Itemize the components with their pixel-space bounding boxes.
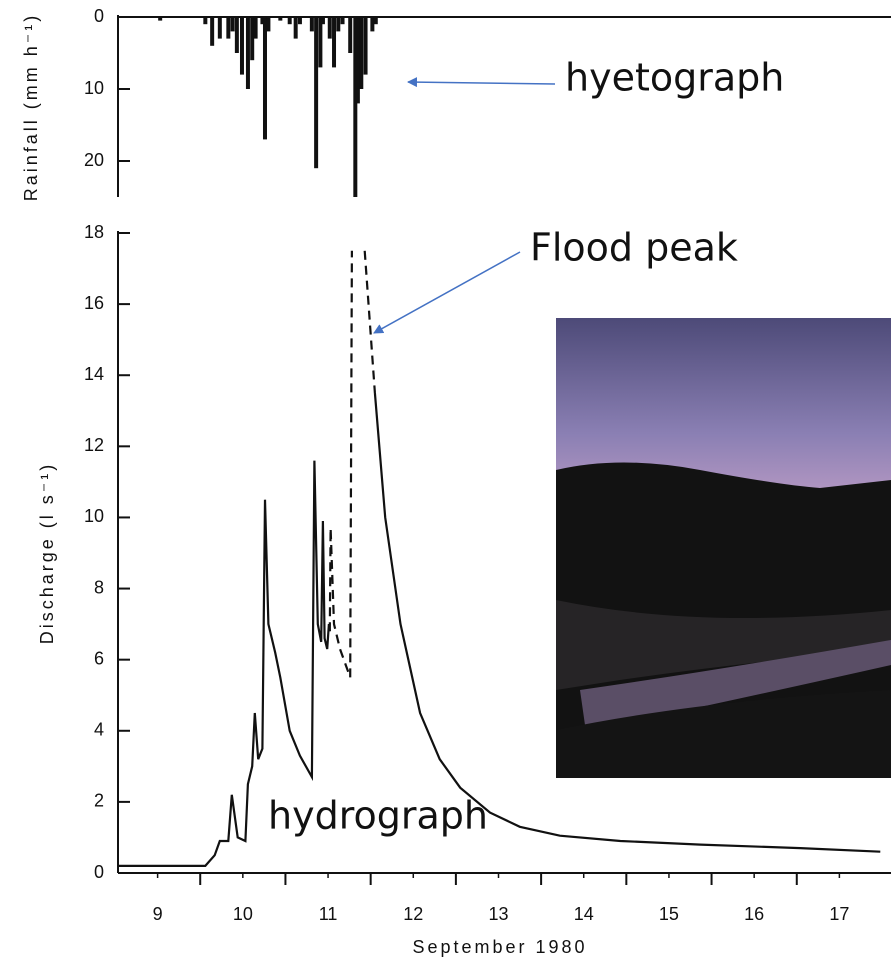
discharge-line bbox=[373, 392, 881, 853]
rain-bar bbox=[297, 17, 302, 25]
y-tick-label: 18 bbox=[84, 222, 104, 242]
x-tick-label: 16 bbox=[744, 904, 764, 924]
rain-bar bbox=[340, 17, 345, 25]
rain-bar bbox=[210, 17, 215, 46]
rain-bar bbox=[278, 17, 283, 21]
rain-bar bbox=[320, 17, 325, 25]
rain-bar bbox=[309, 17, 314, 32]
rain-bar bbox=[355, 17, 360, 104]
rain-bar bbox=[353, 17, 358, 197]
rain-bar bbox=[373, 17, 378, 25]
y-axis-label: Discharge (l s⁻¹) bbox=[37, 462, 57, 645]
rain-bar bbox=[245, 17, 250, 89]
rain-bar bbox=[260, 17, 265, 25]
rain-bar bbox=[314, 17, 319, 169]
annotation: Flood peak bbox=[530, 226, 738, 270]
rain-bar bbox=[230, 17, 235, 32]
annotation: hydrograph bbox=[268, 794, 488, 838]
y-tick-label: 2 bbox=[94, 791, 104, 811]
rain-bar bbox=[234, 17, 239, 53]
rain-bar bbox=[318, 17, 323, 68]
rain-bar bbox=[262, 17, 267, 140]
rain-bar bbox=[266, 17, 271, 32]
rain-bar bbox=[203, 17, 208, 25]
x-tick-label: 11 bbox=[319, 904, 338, 924]
y-tick-label: 0 bbox=[94, 6, 104, 26]
rain-bar bbox=[287, 17, 292, 25]
rain-bar bbox=[217, 17, 222, 39]
rain-bar bbox=[336, 17, 341, 32]
x-tick-label: 15 bbox=[659, 904, 679, 924]
rain-bar bbox=[370, 17, 375, 32]
x-tick-label: 9 bbox=[153, 904, 163, 924]
rain-bar bbox=[239, 17, 244, 75]
x-tick-label: 17 bbox=[829, 904, 849, 924]
x-tick-label: 10 bbox=[233, 904, 253, 924]
y-axis-label: Rainfall (mm h⁻¹) bbox=[21, 13, 41, 202]
rain-bar bbox=[332, 17, 337, 68]
y-tick-label: 10 bbox=[84, 78, 104, 98]
x-axis-label: September 1980 bbox=[412, 937, 587, 957]
y-tick-label: 0 bbox=[94, 862, 104, 882]
y-tick-label: 8 bbox=[94, 577, 104, 597]
y-tick-label: 12 bbox=[84, 435, 104, 455]
discharge-line bbox=[118, 460, 331, 867]
rain-bar bbox=[253, 17, 258, 39]
annotation-arrow bbox=[373, 251, 521, 334]
y-tick-label: 16 bbox=[84, 293, 104, 313]
y-tick-label: 4 bbox=[94, 720, 104, 740]
discharge-line bbox=[328, 250, 353, 678]
x-tick-label: 12 bbox=[403, 904, 423, 924]
y-tick-label: 14 bbox=[84, 364, 104, 384]
annotation: hyetograph bbox=[565, 56, 784, 100]
rain-bar bbox=[327, 17, 332, 39]
rain-bar bbox=[348, 17, 353, 53]
annotation-arrow bbox=[407, 77, 556, 88]
discharge-line bbox=[363, 250, 376, 394]
rain-bar bbox=[359, 17, 364, 89]
y-tick-label: 10 bbox=[84, 506, 104, 526]
rain-bar bbox=[250, 17, 255, 61]
rain-bar bbox=[363, 17, 368, 75]
x-tick-label: 13 bbox=[488, 904, 508, 924]
x-tick-label: 14 bbox=[574, 904, 594, 924]
rain-bar bbox=[226, 17, 231, 39]
rain-bar bbox=[158, 17, 163, 21]
y-tick-label: 6 bbox=[94, 648, 104, 668]
y-tick-label: 20 bbox=[84, 150, 104, 170]
landscape-photo bbox=[556, 318, 891, 778]
rain-bar bbox=[293, 17, 298, 39]
